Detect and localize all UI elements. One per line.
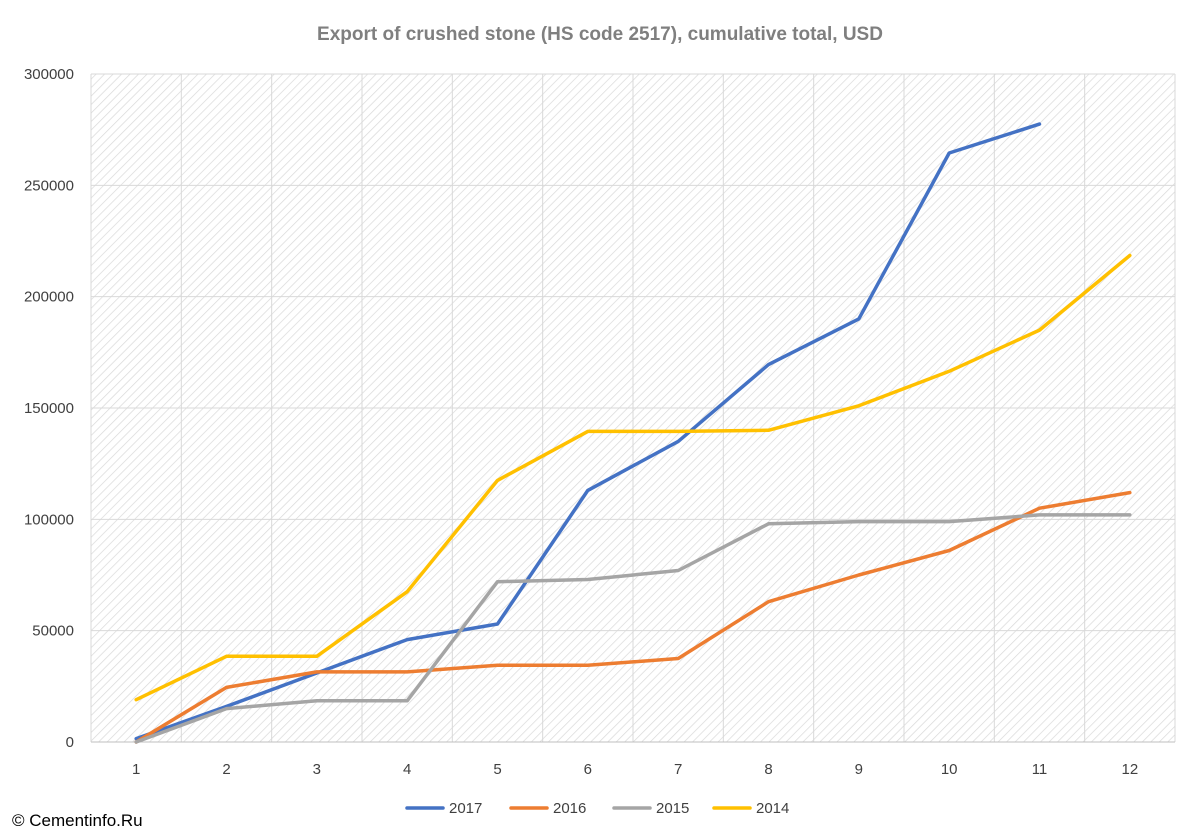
series-line-2017 — [134, 122, 1042, 741]
series-line-2016 — [134, 490, 1132, 744]
x-tick-label: 1 — [132, 761, 140, 778]
legend-label-2014: 2014 — [756, 800, 789, 817]
y-tick-label: 250000 — [24, 177, 74, 194]
y-tick-label: 200000 — [24, 289, 74, 306]
y-tick-label: 100000 — [24, 511, 74, 528]
legend-label-2016: 2016 — [553, 800, 586, 817]
x-tick-label: 3 — [313, 761, 321, 778]
series-lines — [134, 122, 1132, 744]
x-tick-label: 2 — [222, 761, 230, 778]
x-tick-label: 11 — [1032, 761, 1048, 778]
x-tick-label: 4 — [403, 761, 411, 778]
legend-label-2017: 2017 — [449, 800, 482, 817]
x-tick-label: 10 — [941, 761, 958, 778]
y-axis-ticks: 0 50000 100000 150000 200000 250000 300000 — [24, 66, 74, 751]
x-tick-label: 6 — [584, 761, 592, 778]
x-tick-label: 8 — [764, 761, 772, 778]
y-tick-label: 50000 — [32, 623, 74, 640]
legend-label-2015: 2015 — [656, 800, 689, 817]
series-line-2014 — [134, 253, 1132, 702]
x-tick-label: 9 — [855, 761, 863, 778]
x-tick-label: 12 — [1121, 761, 1138, 778]
legend: 2017 2016 2015 2014 — [405, 800, 789, 817]
x-tick-label: 5 — [493, 761, 501, 778]
y-tick-label: 300000 — [24, 66, 74, 83]
y-tick-label: 150000 — [24, 400, 74, 417]
x-tick-label: 7 — [674, 761, 682, 778]
series-line-2015 — [134, 513, 1132, 744]
y-tick-label: 0 — [66, 734, 74, 751]
chart-title: Export of crushed stone (HS code 2517), … — [317, 24, 883, 45]
x-axis-ticks: 1 2 3 4 5 6 7 8 9 10 11 12 — [132, 761, 1138, 778]
credit-text: © Cementinfo.Ru — [12, 811, 143, 830]
